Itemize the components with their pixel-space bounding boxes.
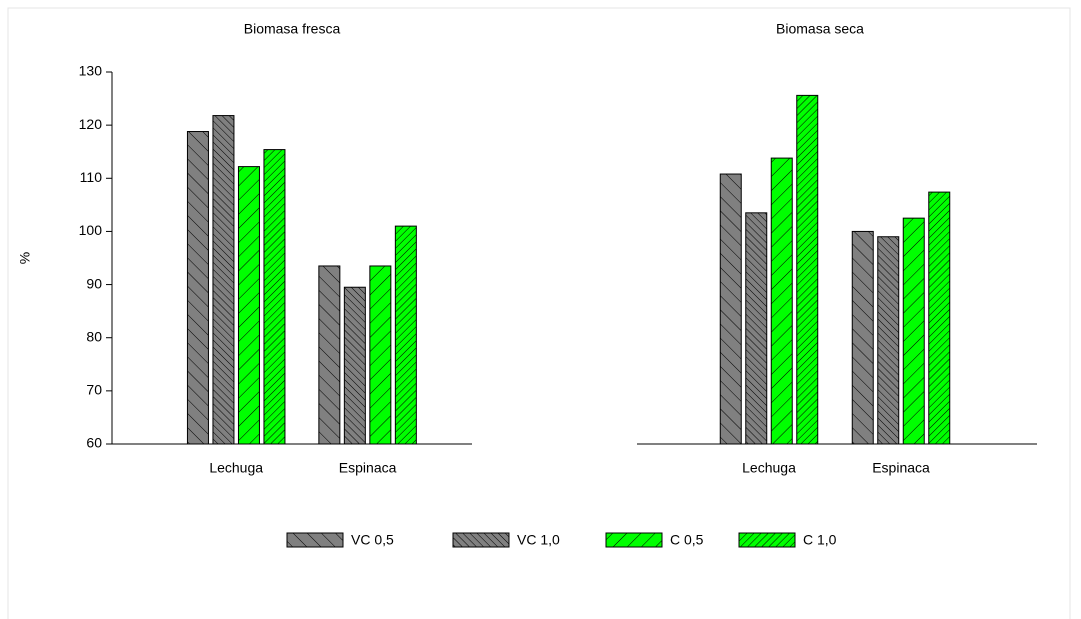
legend-swatch: [286, 532, 344, 548]
y-axis-label: %: [17, 252, 33, 264]
x-tick-label: Lechuga: [742, 460, 796, 476]
bar: [796, 94, 819, 445]
bar: [369, 265, 392, 445]
legend-swatch: [738, 532, 796, 548]
x-tick-label: Lechuga: [209, 460, 263, 476]
chart-title: Biomasa seca: [776, 21, 864, 37]
y-tick-label: 110: [80, 169, 103, 185]
x-tick-label: Espinaca: [872, 460, 930, 476]
y-tick-label: 120: [79, 116, 103, 132]
legend-label: C 0,5: [670, 532, 704, 548]
y-tick-label: 80: [86, 328, 102, 344]
y-tick-label: 70: [86, 382, 102, 398]
legend-swatch: [605, 532, 663, 548]
bar: [318, 265, 341, 445]
bar: [237, 166, 260, 445]
x-tick-label: Espinaca: [339, 460, 397, 476]
legend-label: VC 0,5: [351, 532, 394, 548]
bar: [877, 236, 900, 445]
bar: [186, 131, 209, 445]
legend-label: VC 1,0: [517, 532, 560, 548]
bar: [263, 149, 286, 445]
chart-title: Biomasa fresca: [244, 21, 341, 37]
y-tick-label: 90: [86, 275, 102, 291]
y-tick-label: 130: [79, 63, 103, 79]
bar: [343, 286, 366, 445]
legend-label: C 1,0: [803, 532, 837, 548]
bar: [902, 217, 925, 445]
bar: [745, 212, 768, 445]
frame: [7, 7, 1071, 619]
bar: [394, 225, 417, 445]
bar: [928, 191, 951, 445]
bar: [212, 115, 235, 445]
bar: [719, 173, 742, 445]
bar: [770, 157, 793, 445]
y-tick-label: 60: [86, 435, 102, 451]
legend-swatch: [452, 532, 510, 548]
bar: [851, 230, 874, 445]
y-tick-label: 100: [79, 222, 103, 238]
